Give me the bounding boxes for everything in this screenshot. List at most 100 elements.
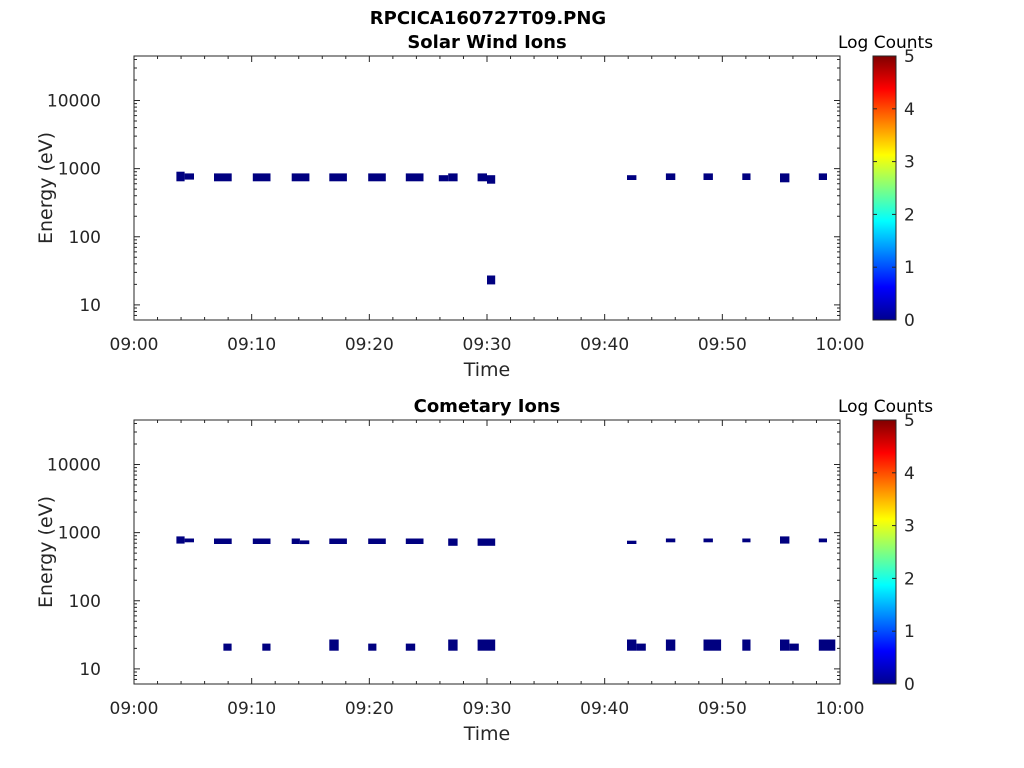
x-tick-label: 09:30 [463,335,512,355]
data-cell [291,538,300,544]
panel-2: Cometary Ions 09:00 09:10 09:20 09:30 09:40 09… [35,396,933,745]
y-tick-label: 100 [69,228,101,248]
data-cell [405,173,424,182]
data-cell [780,639,790,651]
colorbar-tick-label: 0 [904,675,915,695]
data-cell [487,275,496,285]
data-cell [405,538,424,544]
colorbar-tick-label: 2 [904,205,915,225]
y-tick-label: 10 [79,660,101,680]
data-cell [636,643,646,651]
data-cell [176,536,185,544]
data-cell [789,643,799,651]
x-tick-label: 10:00 [816,335,865,355]
data-cell [176,171,185,182]
data-cell [780,536,790,544]
panel-1: Solar Wind Ions 09:00 09:10 09:20 09:30 09:40… [35,32,933,381]
data-cell [214,538,232,544]
y-tick-label: 10000 [47,456,101,476]
x-axis-label: Time [463,359,511,381]
x-tick-label: 09:20 [345,335,394,355]
data-cell [703,173,713,180]
colorbar-tick-label: 1 [904,258,915,278]
data-cell [448,173,458,182]
colorbar-tick-label: 5 [904,47,915,67]
data-cell [368,538,386,544]
x-tick-label: 09:20 [345,699,394,719]
colorbar-tick-label: 5 [904,411,915,431]
data-cell [627,639,637,651]
data-cell [742,173,751,180]
y-axis-label: Energy (eV) [35,496,57,608]
data-cell [477,538,496,546]
figure-title: RPCICA160727T09.PNG [370,8,606,29]
x-tick-label: 09:50 [698,335,747,355]
x-tick-label: 09:30 [463,699,512,719]
data-cell [291,173,310,182]
data-cell [703,639,722,651]
colorbar-label: Log Counts [838,33,933,53]
data-cell [438,175,449,182]
data-cell [252,173,271,182]
x-tick-label: 09:10 [227,335,276,355]
data-cell [252,538,271,544]
colorbar-tick-label: 3 [904,517,915,537]
data-cell [368,643,377,651]
colorbar-tick-label: 2 [904,569,915,589]
x-tick-label: 09:40 [580,335,629,355]
x-tick-label: 09:00 [110,699,159,719]
y-tick-label: 10000 [47,92,101,112]
y-tick-label: 100 [69,592,101,612]
colorbar-label: Log Counts [838,397,933,417]
data-cell [477,173,487,182]
y-axis-label: Energy (eV) [35,132,57,244]
panel-title: Cometary Ions [414,396,561,417]
data-cell [477,639,496,651]
colorbar-tick-label: 4 [904,100,915,120]
colorbar-tick-label: 1 [904,622,915,642]
data-cell [329,538,347,544]
panel-title: Solar Wind Ions [407,32,566,53]
colorbar-tick-label: 0 [904,311,915,331]
data-cell [368,173,386,182]
data-cell [487,175,496,184]
data-cell [405,643,416,651]
data-cell [665,639,676,651]
data-cell [448,538,458,546]
x-tick-label: 09:10 [227,699,276,719]
data-cell [329,173,347,182]
data-cell [627,540,637,544]
colorbar-tick-label: 4 [904,464,915,484]
data-cell [184,173,194,180]
data-cell [223,643,232,651]
y-tick-label: 1000 [58,160,101,180]
x-axis-label: Time [463,723,511,745]
data-cell [299,540,310,545]
panels: Solar Wind Ions 09:00 09:10 09:20 09:30 09:40… [35,32,933,745]
data-cell [627,175,637,180]
colorbar-tick-label: 3 [904,153,915,173]
data-cell [214,173,232,182]
data-cell [329,639,339,651]
colorbar [872,55,897,321]
data-cell [818,173,827,180]
data-cell [665,173,676,180]
data-cell [742,639,751,651]
y-tick-label: 10 [79,296,101,316]
data-cell [703,538,713,543]
data-cell [742,538,751,543]
x-tick-label: 09:00 [110,335,159,355]
data-cell [448,639,458,651]
data-cell [818,538,827,543]
x-tick-label: 09:40 [580,699,629,719]
data-cell [665,538,676,543]
data-cell [818,639,836,651]
data-cell [184,538,194,543]
x-tick-label: 09:50 [698,699,747,719]
data-cell [262,643,271,651]
y-tick-label: 1000 [58,524,101,544]
colorbar [872,419,897,685]
data-cell [780,173,790,183]
x-tick-label: 10:00 [816,699,865,719]
